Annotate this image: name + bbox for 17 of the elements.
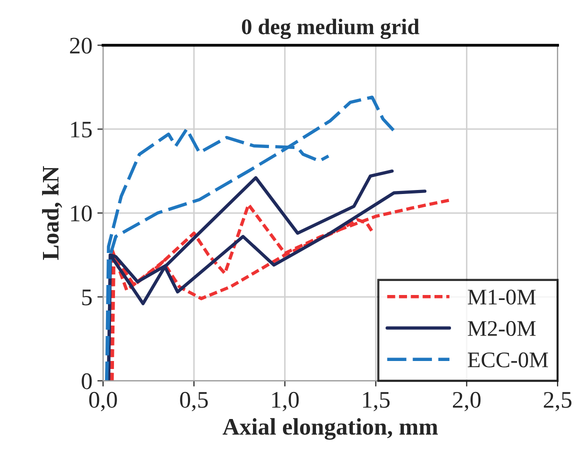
y-axis-title: Load, kN [42, 166, 62, 260]
x-tick-label: 1,0 [272, 392, 299, 412]
chart-title: 0 deg medium grid [242, 18, 420, 40]
y-tick-label: 0 [82, 373, 92, 390]
x-tick-label: 2,5 [544, 392, 572, 412]
y-tick-label: 20 [70, 38, 92, 54]
legend-label: M2-0M [468, 321, 536, 336]
y-tick-label: 5 [82, 290, 92, 306]
x-tick-label: 0,5 [180, 392, 208, 412]
x-tick-label: 0,0 [89, 392, 117, 412]
legend-label: M1-0M [468, 290, 536, 305]
y-tick-label: 10 [71, 206, 92, 222]
x-axis-title: Axial elongation, mm [222, 418, 438, 440]
y-tick-label: 15 [71, 122, 92, 138]
legend-label: ECC-0M [468, 352, 548, 368]
x-tick-label: 1,5 [363, 392, 390, 412]
x-tick-label: 2,0 [452, 392, 481, 412]
